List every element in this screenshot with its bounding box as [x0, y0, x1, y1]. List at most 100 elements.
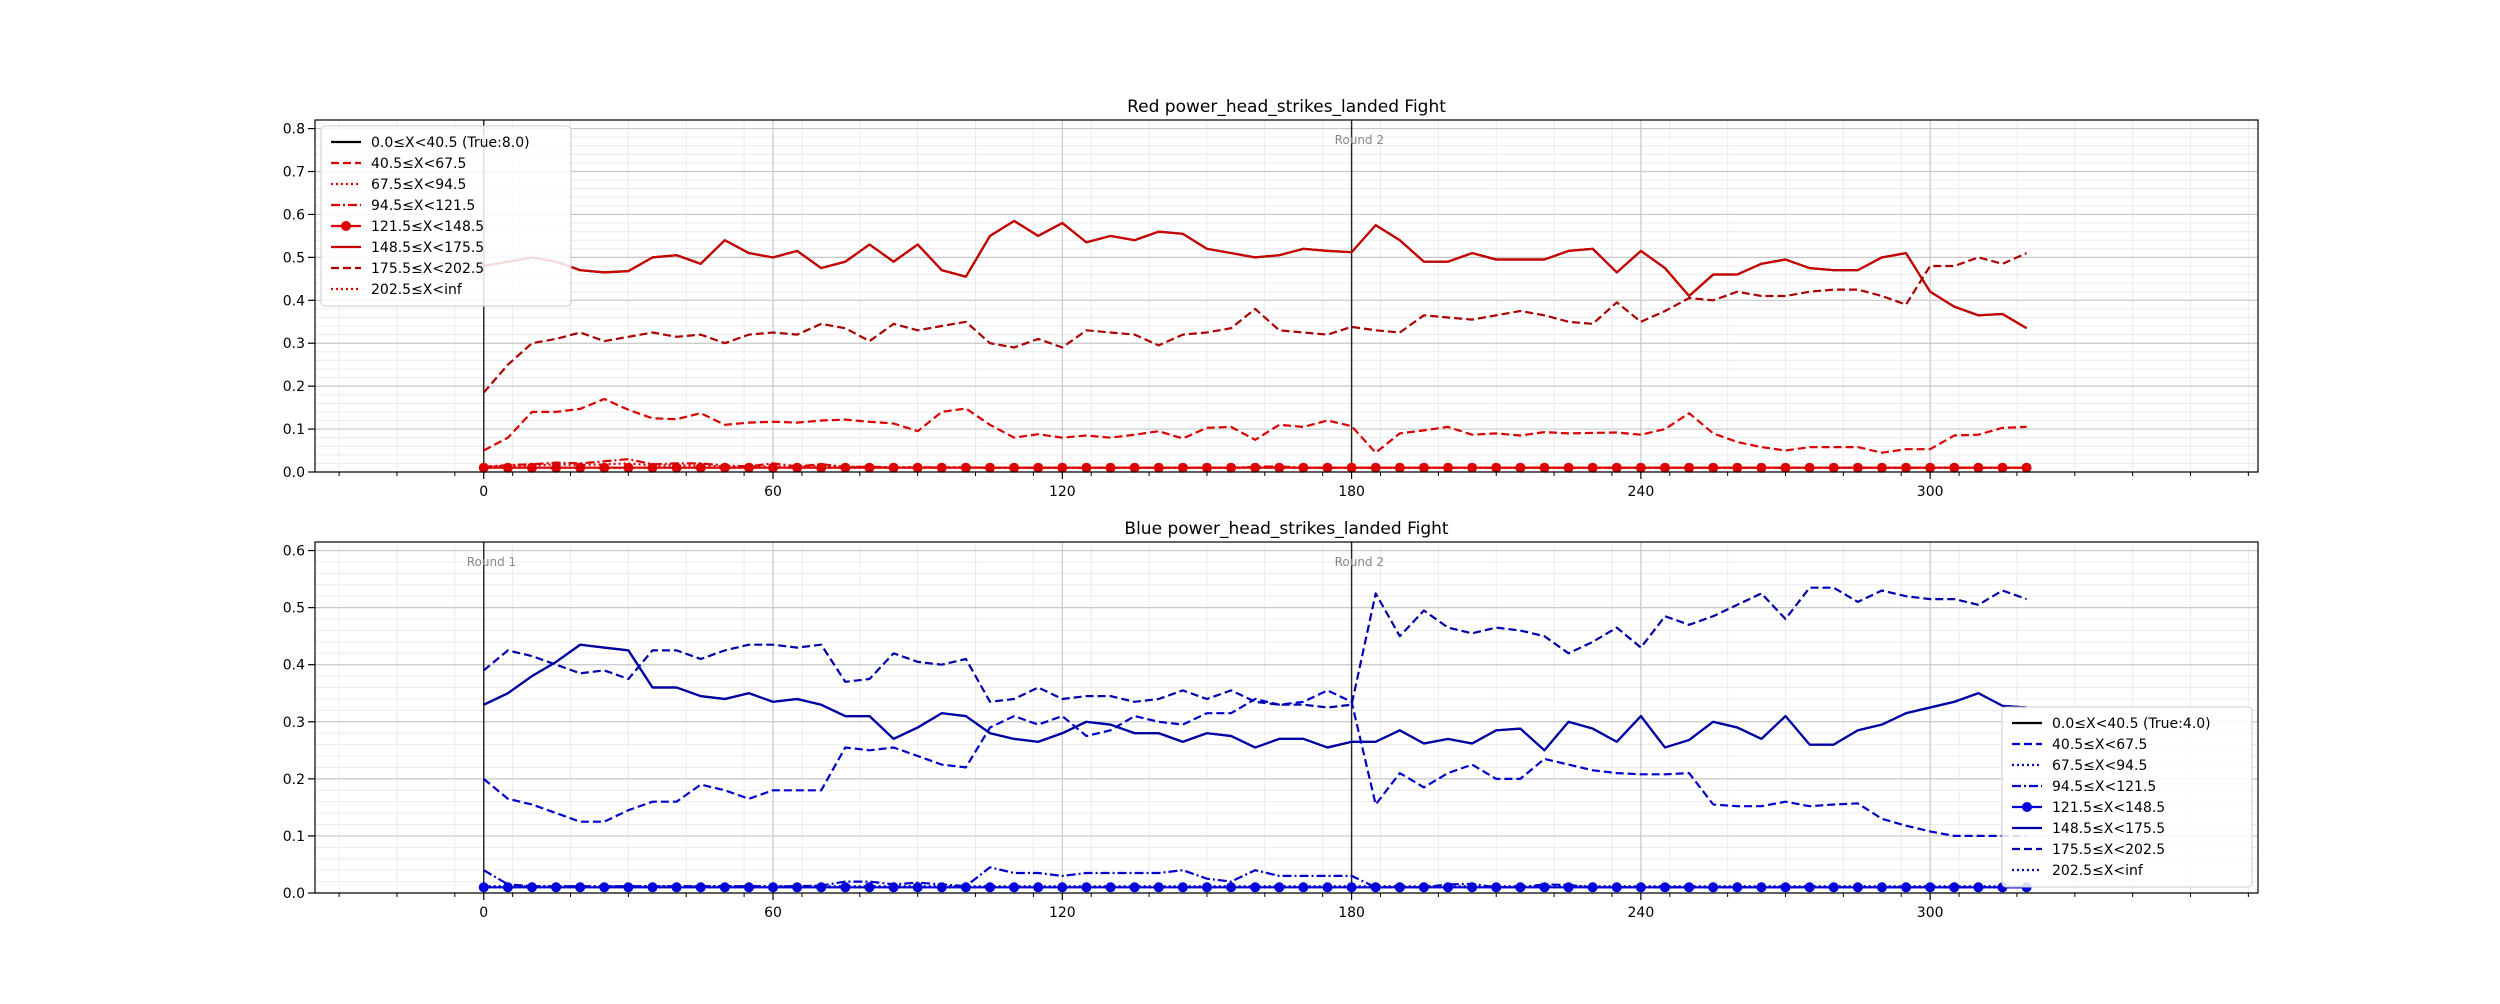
series-point — [816, 882, 827, 893]
series-line-5 — [483, 643, 2027, 752]
chart-panel-blue: Round 1 Round 2 0 60 120 180 240 300 0.0 0.1 0.2 0.… — [283, 519, 2259, 921]
x-tick-label: 300 — [1917, 484, 1944, 500]
chart-title: Red power_head_strikes_landed Fight — [1127, 97, 1446, 117]
series-point — [1443, 882, 1454, 893]
series-point — [647, 882, 658, 893]
series-point — [623, 882, 634, 893]
legend-label: 94.5≤X<121.5 — [2052, 779, 2156, 795]
series-point — [1322, 882, 1333, 893]
series-point — [1611, 882, 1622, 893]
series-point — [1081, 462, 1092, 473]
series-point — [551, 462, 562, 473]
series-point — [526, 462, 537, 473]
series-point — [1226, 882, 1237, 893]
series-point — [1563, 882, 1574, 893]
legend-label: 121.5≤X<148.5 — [2052, 800, 2165, 816]
legend-label: 202.5≤X<inf — [2052, 863, 2144, 879]
series-point — [792, 462, 803, 473]
legend-label: 0.0≤X<40.5 (True:4.0) — [2052, 716, 2211, 732]
series-point — [1756, 462, 1767, 473]
legend-label: 0.0≤X<40.5 (True:8.0) — [371, 135, 530, 151]
series-point — [502, 462, 513, 473]
series-point — [936, 462, 947, 473]
series-point — [1708, 882, 1719, 893]
y-tick-label: 0.6 — [283, 207, 305, 223]
legend-label: 94.5≤X<121.5 — [371, 198, 475, 214]
x-tick-label: 60 — [764, 484, 782, 500]
series-point — [1467, 462, 1478, 473]
legend-box — [2001, 706, 2253, 888]
y-tick-label: 0.5 — [283, 601, 305, 617]
x-tick-label: 60 — [764, 905, 782, 921]
series-point — [1635, 882, 1646, 893]
series-point — [1201, 462, 1212, 473]
series-point — [1563, 462, 1574, 473]
series-point — [1876, 462, 1887, 473]
series-point — [768, 462, 779, 473]
series-point — [1901, 882, 1912, 893]
series-point — [1756, 882, 1767, 893]
x-tick-label: 120 — [1049, 905, 1076, 921]
x-tick-label: 120 — [1049, 484, 1076, 500]
legend: 0.0≤X<40.5 (True:4.0) 40.5≤X<67.5 67.5≤X<9… — [2001, 706, 2253, 888]
series-point — [1973, 882, 1984, 893]
y-tick-label: 0.3 — [283, 336, 305, 352]
series-point — [912, 462, 923, 473]
series-point — [960, 882, 971, 893]
series-point — [1611, 462, 1622, 473]
series-point — [1635, 462, 1646, 473]
legend-label: 175.5≤X<202.5 — [371, 261, 484, 277]
legend-label: 175.5≤X<202.5 — [2052, 842, 2165, 858]
series-point — [1346, 882, 1357, 893]
legend-swatch-marker — [2022, 802, 2032, 812]
series-point — [526, 882, 537, 893]
series-point — [1033, 882, 1044, 893]
series-point — [2021, 462, 2032, 473]
chart-title: Blue power_head_strikes_landed Fight — [1124, 519, 1448, 539]
series-point — [888, 882, 899, 893]
round-marker-label: Round 2 — [1335, 133, 1384, 147]
series-point — [1708, 462, 1719, 473]
y-tick-label: 0.0 — [283, 886, 305, 902]
x-tick-label: 180 — [1338, 484, 1365, 500]
series-line-1 — [483, 397, 2027, 454]
series-point — [502, 882, 513, 893]
series-point — [1226, 462, 1237, 473]
series-point — [1491, 882, 1502, 893]
series-point — [1177, 882, 1188, 893]
legend-label: 67.5≤X<94.5 — [371, 177, 466, 193]
series-point — [792, 882, 803, 893]
series-point — [551, 882, 562, 893]
legend-label: 148.5≤X<175.5 — [2052, 821, 2165, 837]
series-point — [671, 462, 682, 473]
series-point — [1973, 462, 1984, 473]
series-point — [1587, 462, 1598, 473]
series-point — [1443, 462, 1454, 473]
series-line-5 — [483, 219, 2028, 330]
y-tick-label: 0.2 — [283, 772, 305, 788]
y-tick-label: 0.4 — [283, 293, 305, 309]
series-point — [1587, 882, 1598, 893]
legend: 0.0≤X<40.5 (True:8.0) 40.5≤X<67.5 67.5≤X<9… — [320, 125, 572, 307]
round-marker-label: Round 2 — [1335, 555, 1384, 569]
legend-label: 202.5≤X<inf — [371, 282, 463, 298]
y-tick-label: 0.4 — [283, 658, 305, 674]
series-point — [695, 462, 706, 473]
series-point — [816, 462, 827, 473]
series-point — [1201, 882, 1212, 893]
series-point — [888, 462, 899, 473]
y-tick-label: 0.0 — [283, 465, 305, 481]
x-tick-label: 0 — [479, 905, 488, 921]
x-tick-label: 240 — [1628, 905, 1655, 921]
y-tick-label: 0.5 — [283, 250, 305, 266]
series-point — [1852, 882, 1863, 893]
chart-panel-red: Round 2 0 60 120 180 240 300 0.0 0.1 0.2 0.3 0.4 0.5… — [283, 97, 2259, 500]
series-point — [1732, 462, 1743, 473]
y-tick-label: 0.1 — [283, 829, 305, 845]
series-point — [1322, 462, 1333, 473]
legend-label: 121.5≤X<148.5 — [371, 219, 484, 235]
series-point — [936, 882, 947, 893]
x-tick-label: 0 — [479, 484, 488, 500]
